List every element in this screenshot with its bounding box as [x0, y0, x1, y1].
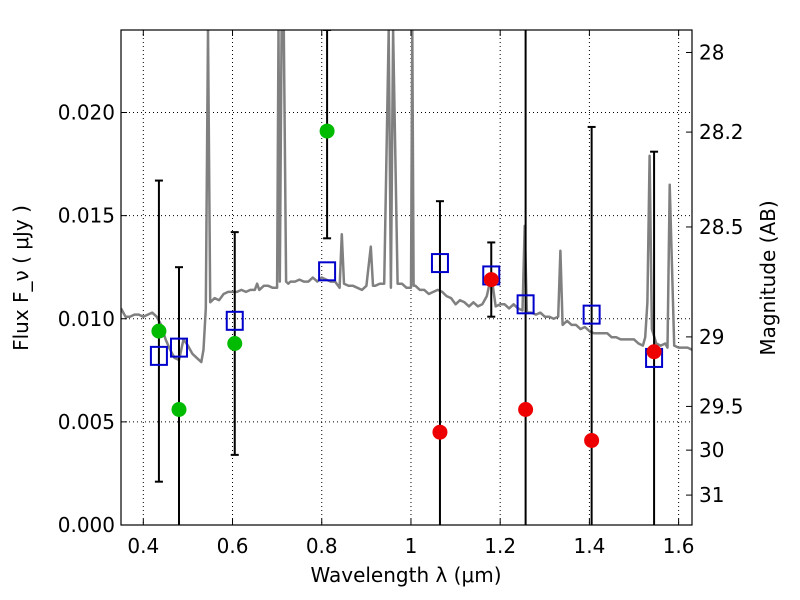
model-photometry-square [225, 310, 244, 331]
y-tick-label: 0.015 [58, 204, 115, 228]
x-tick-label: 1.6 [663, 534, 695, 558]
model-photometry-square [430, 253, 449, 274]
model-photometry-square [149, 345, 168, 366]
model-photometry-square [169, 337, 188, 358]
x-tick-label: 1 [405, 534, 418, 558]
detection-point [151, 323, 167, 339]
x-axis-label: Wavelength λ (μm) [310, 563, 501, 587]
detection-point [171, 402, 187, 417]
model-photometry-square [582, 304, 601, 325]
non-detection-point [584, 432, 600, 448]
x-tick-label: 1.4 [573, 534, 605, 558]
detection-point [319, 123, 335, 139]
right-axis-label: Magnitude (AB) [756, 200, 780, 355]
right-tick-label: 28 [699, 40, 724, 64]
non-detection-point [483, 272, 499, 288]
x-tick-label: 0.6 [217, 534, 249, 558]
x-tick-label: 0.4 [127, 534, 159, 558]
ticks: 0.4 0.6 0.8 1 1.2 1.4 1.6 0.000 0.005 0.010 0.015 0… [58, 30, 744, 558]
spectrum-line [121, 30, 692, 364]
y-axis-label: Flux F_ν ( μJy ) [9, 205, 33, 351]
right-tick-label: 28.5 [699, 215, 744, 239]
y-tick-label: 0.005 [58, 410, 115, 434]
right-tick-label: 30 [699, 438, 724, 462]
right-tick-label: 29.5 [699, 394, 744, 418]
detection-point [227, 336, 243, 351]
model-photometry-square [318, 261, 337, 282]
y-tick-label: 0.010 [58, 307, 115, 331]
x-tick-label: 1.2 [484, 534, 516, 558]
plot-area [121, 30, 692, 525]
right-tick-label: 29 [699, 325, 724, 349]
non-detection-point [518, 402, 534, 417]
plot-frame [120, 29, 693, 526]
right-tick-label: 31 [699, 483, 724, 507]
non-detection-point [646, 344, 662, 360]
y-tick-label: 0.020 [58, 101, 115, 125]
model-photometry-square [516, 294, 535, 315]
right-tick-label: 28.2 [699, 120, 744, 144]
non-detection-point [432, 424, 448, 440]
x-tick-label: 0.8 [306, 534, 338, 558]
y-tick-label: 0.000 [58, 513, 115, 537]
